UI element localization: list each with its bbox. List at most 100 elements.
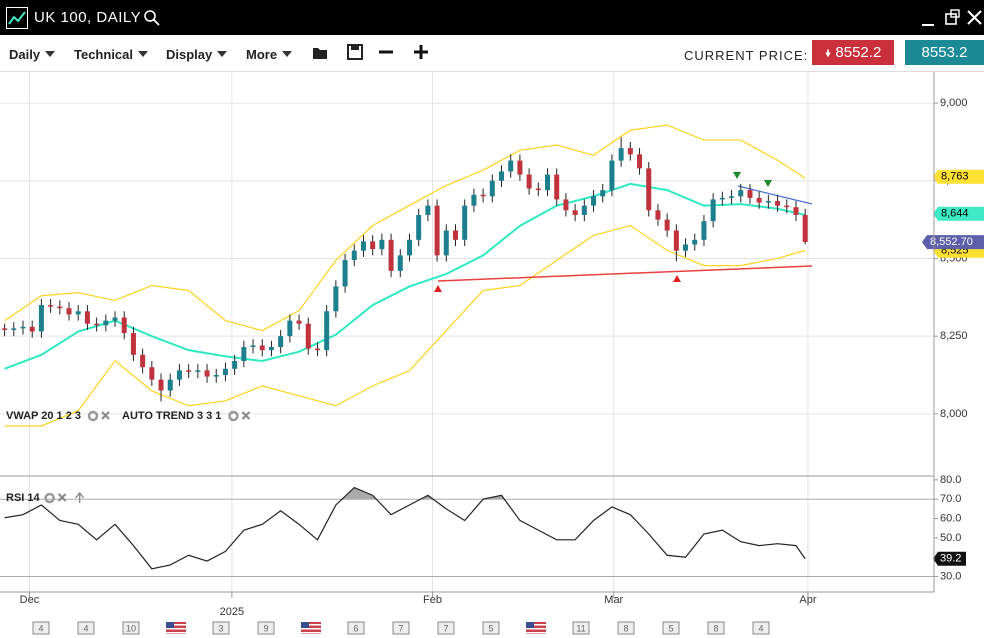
calendar-marker[interactable] xyxy=(572,621,590,635)
candle-body xyxy=(462,205,468,240)
candle-body xyxy=(637,154,643,169)
candle-body xyxy=(554,174,560,200)
candle-body xyxy=(756,197,762,203)
menu-item[interactable]: Daily xyxy=(9,47,55,62)
buy-price[interactable]: 8553.2 xyxy=(905,40,984,65)
menu-item[interactable]: Display xyxy=(166,47,227,62)
calendar-marker[interactable] xyxy=(707,621,725,635)
rsi-line xyxy=(4,486,806,570)
candle-body xyxy=(250,345,256,348)
candle-body xyxy=(765,200,771,203)
candle-body xyxy=(94,323,100,326)
remove-icon[interactable] xyxy=(101,411,110,420)
candle-body xyxy=(360,241,366,251)
x-tick-label: Apr xyxy=(799,594,816,606)
candle-body xyxy=(572,210,578,215)
current-price-label: CURRENT PRICE: xyxy=(684,48,809,63)
y-tick-label: 60.0 xyxy=(940,512,961,524)
calendar-marker-label: 6 xyxy=(353,623,358,633)
calendar-marker-label: 11 xyxy=(576,623,585,633)
instrument-title: UK 100, DAILY xyxy=(34,9,142,26)
candle-body xyxy=(333,286,339,312)
calendar-marker[interactable] xyxy=(212,621,230,635)
settings-icon[interactable] xyxy=(228,410,239,422)
candle-body xyxy=(452,230,458,240)
y-tick-label: 8,000 xyxy=(940,408,968,420)
candle-body xyxy=(222,368,228,375)
candle-body xyxy=(535,188,541,191)
settings-icon[interactable] xyxy=(87,410,99,422)
candle-body xyxy=(29,326,35,332)
candle-body xyxy=(443,230,449,256)
candle-body xyxy=(342,260,348,287)
candle-body xyxy=(351,250,357,261)
calendar-marker-label: 4 xyxy=(83,623,88,633)
candle-body xyxy=(195,370,201,372)
x-tick-label: Mar xyxy=(604,594,623,606)
calendar-flag[interactable] xyxy=(301,622,321,634)
x-tick-label: Feb xyxy=(423,594,442,606)
indicator-line xyxy=(4,182,806,370)
candle-body xyxy=(719,197,725,200)
calendar-flag[interactable] xyxy=(166,622,186,634)
candle-body xyxy=(545,174,551,191)
candle-body xyxy=(526,174,532,189)
y-tick-label: 30.0 xyxy=(940,570,961,582)
flag-stripe xyxy=(301,632,321,634)
candle-body xyxy=(370,241,376,250)
calendar-marker[interactable] xyxy=(437,621,455,635)
calendar-marker-label: 3 xyxy=(218,623,223,633)
flag-stripe xyxy=(166,628,186,630)
menu-item[interactable]: More xyxy=(246,47,292,62)
calendar-marker-label: 4 xyxy=(38,623,43,633)
calendar-marker[interactable] xyxy=(77,621,95,635)
calendar-marker-label: 5 xyxy=(668,623,673,633)
y-tick-label: 50.0 xyxy=(940,532,961,544)
calendar-marker[interactable] xyxy=(617,621,635,635)
calendar-marker[interactable] xyxy=(482,621,500,635)
sell-price-text: 8552.2 xyxy=(835,44,882,61)
candle-body xyxy=(701,221,707,240)
buy-price-text: 8553.2 xyxy=(921,44,968,61)
calendar-marker[interactable] xyxy=(32,621,50,635)
calendar-marker[interactable] xyxy=(392,621,410,635)
candle-body xyxy=(692,239,698,245)
candle-body xyxy=(324,311,330,351)
candle-body xyxy=(775,200,781,206)
calendar-marker[interactable] xyxy=(752,621,770,635)
candle-body xyxy=(747,190,753,198)
price-tag-label: 8,763 xyxy=(941,171,969,183)
calendar-marker[interactable] xyxy=(257,621,275,635)
candle-body xyxy=(499,171,505,181)
candle-body xyxy=(75,311,81,315)
candle-body xyxy=(149,367,155,380)
search-icon[interactable] xyxy=(144,10,160,26)
toolbar-icons[interactable] xyxy=(310,41,450,65)
candle-body xyxy=(793,207,799,215)
candle-body xyxy=(121,317,127,334)
indicator-line xyxy=(4,224,806,427)
remove-icon[interactable] xyxy=(57,493,67,502)
rsi-tag xyxy=(933,551,966,566)
menu-item[interactable]: Technical xyxy=(74,47,148,62)
candle-body xyxy=(112,317,118,321)
calendar-marker[interactable] xyxy=(662,621,680,635)
candle-body xyxy=(784,205,790,208)
y-tick-label: 9,000 xyxy=(940,97,968,109)
candle-body xyxy=(314,348,320,351)
candle-body xyxy=(471,194,477,206)
candle-body xyxy=(673,230,679,251)
calendar-marker[interactable] xyxy=(347,621,365,635)
calendar-flag[interactable] xyxy=(526,622,546,634)
settings-icon[interactable] xyxy=(44,492,55,504)
price-tag xyxy=(933,206,984,221)
move-icon[interactable] xyxy=(75,491,85,503)
candle-body xyxy=(232,361,238,369)
calendar-marker[interactable] xyxy=(122,621,140,635)
sell-price[interactable]: 🠟 8552.2 xyxy=(812,40,894,65)
candle-body xyxy=(618,148,624,161)
remove-icon[interactable] xyxy=(241,411,251,420)
app-icon xyxy=(6,7,28,29)
window-controls[interactable] xyxy=(914,8,984,28)
candle-body xyxy=(508,160,514,172)
